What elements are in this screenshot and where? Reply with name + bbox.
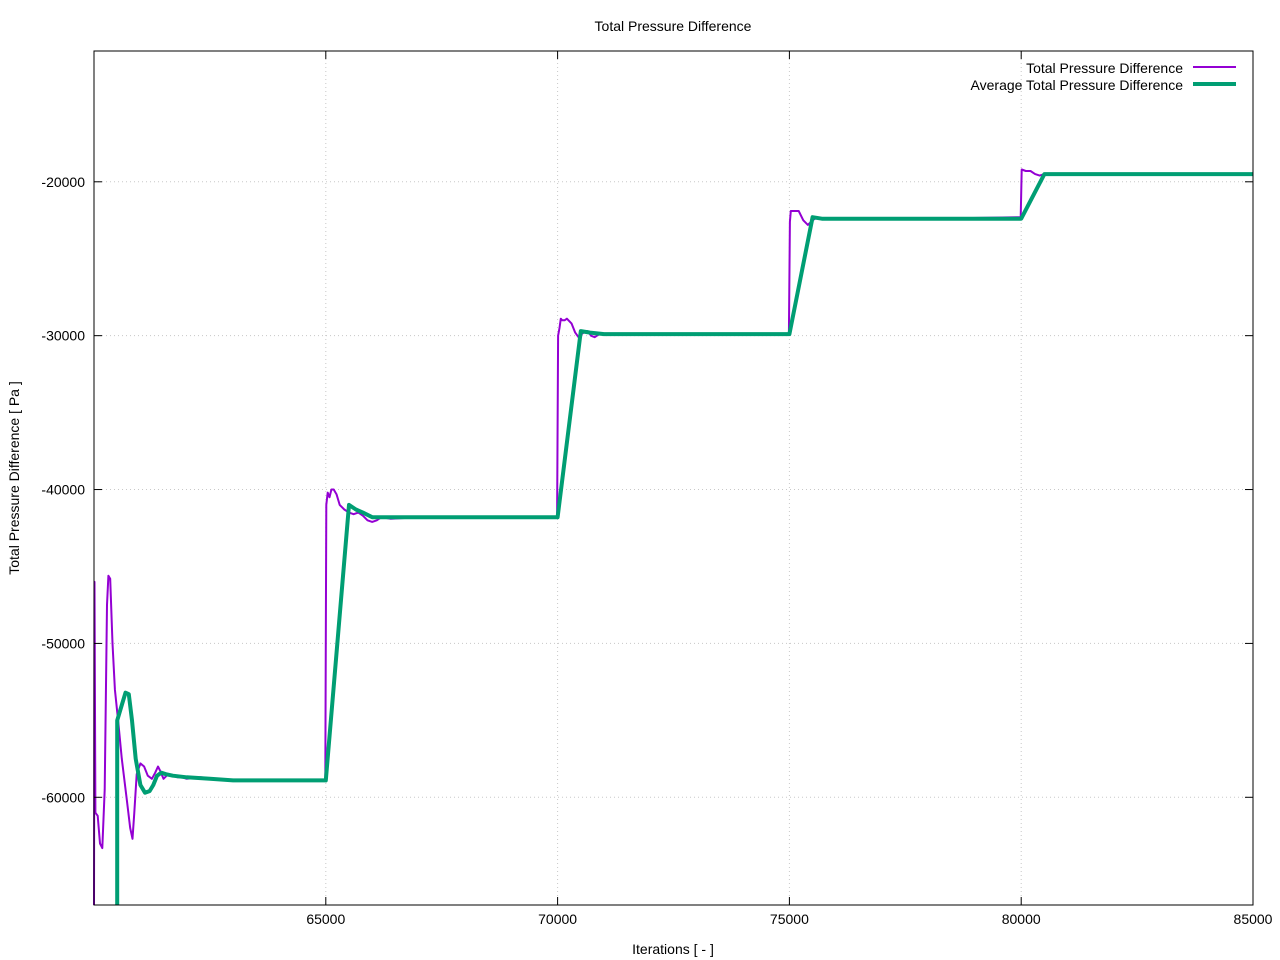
series-line-total-pressure-difference [93,168,1253,906]
y-tick-label: -50000 [41,635,85,651]
x-axis-title: Iterations [ - ] [632,941,714,957]
legend: Total Pressure Difference Average Total … [971,60,1236,93]
y-tick-label: -30000 [41,328,85,344]
y-tick-label: -40000 [41,482,85,498]
x-tick-label: 85000 [1234,911,1273,927]
series-line-average-total-pressure-difference [115,172,1253,905]
y-tick-label: -20000 [41,174,85,190]
x-tick-label: 80000 [1002,911,1041,927]
chart-title: Total Pressure Difference [595,18,752,34]
legend-label-average: Average Total Pressure Difference [971,77,1184,93]
series-layer [93,168,1253,906]
y-tick-label: -60000 [41,789,85,805]
x-tick-label: 65000 [306,911,345,927]
x-tick-label: 70000 [538,911,577,927]
plot-frame [93,50,1254,906]
y-axis-title: Total Pressure Difference [ Pa ] [6,381,22,575]
axis-ticks: 65000 70000 75000 80000 85000 -60000 -50000 -40… [41,51,1273,927]
legend-label-total: Total Pressure Difference [1026,60,1183,76]
x-tick-label: 75000 [770,911,809,927]
